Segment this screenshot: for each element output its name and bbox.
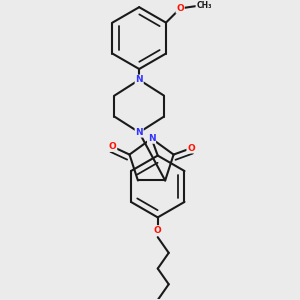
Text: N: N (148, 134, 155, 143)
Text: N: N (135, 75, 143, 84)
Text: N: N (135, 128, 143, 137)
Text: O: O (154, 226, 162, 235)
Text: O: O (187, 144, 195, 153)
Text: O: O (109, 142, 117, 151)
Text: O: O (176, 4, 184, 13)
Text: CH₃: CH₃ (196, 2, 212, 10)
